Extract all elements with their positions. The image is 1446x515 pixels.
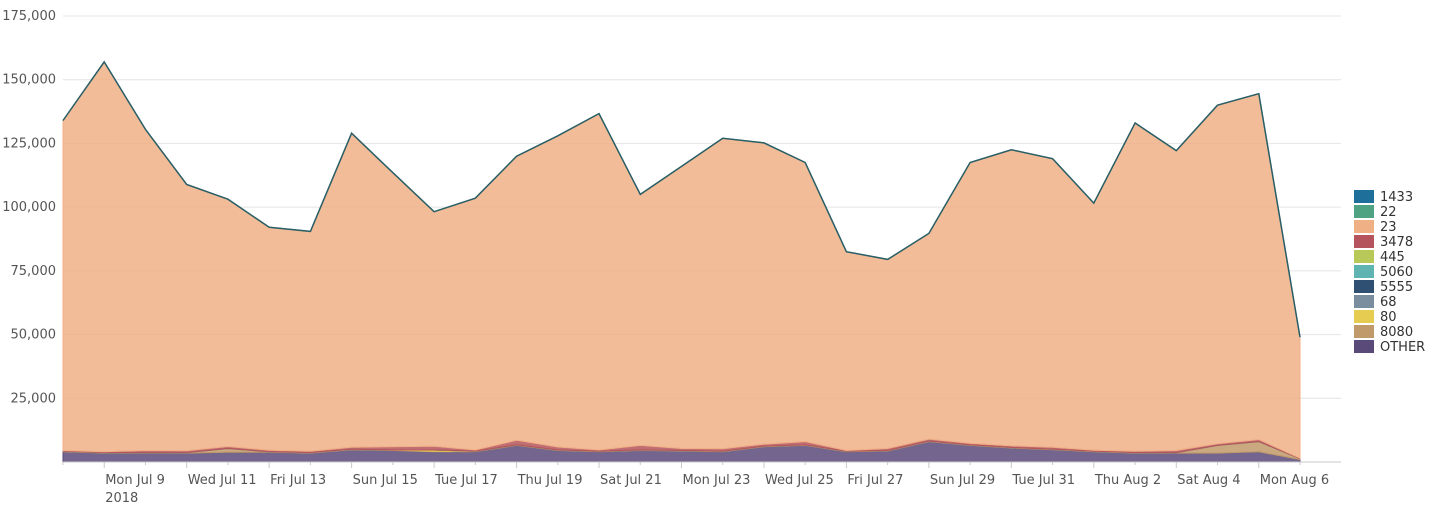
legend-swatch <box>1354 280 1374 293</box>
legend-swatch <box>1354 220 1374 233</box>
legend-item-5060[interactable]: 5060 <box>1354 265 1413 280</box>
legend-swatch <box>1354 340 1374 353</box>
legend-swatch <box>1354 310 1374 323</box>
y-axis-tick-labels: 25,000 50,000 75,000 100,000 125,000 150,000 1… <box>2 9 56 406</box>
x-tick-label: Sat Jul 21 <box>600 473 662 488</box>
axes <box>62 461 1341 468</box>
legend-item-5555[interactable]: 5555 <box>1354 280 1413 295</box>
y-tick-label: 50,000 <box>11 328 57 343</box>
legend-label: 23 <box>1380 220 1397 235</box>
x-tick-label: Fri Jul 13 <box>270 473 326 488</box>
x-tick-label: Mon Aug 6 <box>1260 473 1329 488</box>
legend-item-445[interactable]: 445 <box>1354 250 1405 265</box>
legend-label: 445 <box>1380 250 1405 265</box>
y-tick-label: 125,000 <box>2 136 56 151</box>
legend-item-1433[interactable]: 1433 <box>1354 190 1413 205</box>
legend-item-23[interactable]: 23 <box>1354 220 1397 235</box>
legend-label: OTHER <box>1380 340 1425 355</box>
legend-label: 8080 <box>1380 325 1413 340</box>
y-tick-label: 25,000 <box>11 391 57 406</box>
area-series <box>62 60 1301 463</box>
legend-label: 80 <box>1380 310 1397 325</box>
area-series-23[interactable] <box>62 60 1301 459</box>
legend-swatch <box>1354 205 1374 218</box>
legend-swatch <box>1354 265 1374 278</box>
x-tick-label: Thu Jul 19 <box>517 473 583 488</box>
y-tick-label: 175,000 <box>2 9 56 24</box>
legend-label: 5555 <box>1380 280 1413 295</box>
total-line <box>62 60 1301 338</box>
legend-label: 5060 <box>1380 265 1413 280</box>
legend-swatch <box>1354 325 1374 338</box>
x-tick-label: Wed Jul 11 <box>188 473 257 488</box>
legend-item-8080[interactable]: 8080 <box>1354 325 1413 340</box>
x-tick-label: Sun Jul 29 <box>930 473 995 488</box>
total-outline <box>62 60 1301 338</box>
legend-swatch <box>1354 295 1374 308</box>
x-tick-label: Mon Jul 9 <box>105 473 165 488</box>
x-tick-label: Wed Jul 25 <box>765 473 834 488</box>
y-tick-label: 75,000 <box>11 264 57 279</box>
legend-swatch <box>1354 250 1374 263</box>
x-tick-label: Fri Jul 27 <box>847 473 903 488</box>
legend-label: 68 <box>1380 295 1397 310</box>
legend-item-other[interactable]: OTHER <box>1354 340 1425 355</box>
x-tick-label: Tue Jul 31 <box>1011 473 1075 488</box>
legend-label: 3478 <box>1380 235 1413 250</box>
legend-item-80[interactable]: 80 <box>1354 310 1397 325</box>
legend-item-3478[interactable]: 3478 <box>1354 235 1413 250</box>
legend-swatch <box>1354 235 1374 248</box>
legend-item-22[interactable]: 22 <box>1354 205 1397 220</box>
x-tick-label: Tue Jul 17 <box>434 473 498 488</box>
x-tick-sublabel: 2018 <box>105 491 138 506</box>
x-tick-label: Mon Jul 23 <box>683 473 751 488</box>
x-axis-tick-labels: Mon Jul 9 2018 Wed Jul 11 Fri Jul 13 Sun Jul… <box>105 473 1329 506</box>
legend-label: 22 <box>1380 205 1397 220</box>
x-tick-label: Sun Jul 15 <box>353 473 418 488</box>
legend-swatch <box>1354 190 1374 203</box>
legend-item-68[interactable]: 68 <box>1354 295 1397 310</box>
y-tick-label: 150,000 <box>2 73 56 88</box>
x-tick-label: Thu Aug 2 <box>1094 473 1161 488</box>
y-tick-label: 100,000 <box>2 200 56 215</box>
x-tick-label: Sat Aug 4 <box>1177 473 1240 488</box>
legend-label: 1433 <box>1380 190 1413 205</box>
